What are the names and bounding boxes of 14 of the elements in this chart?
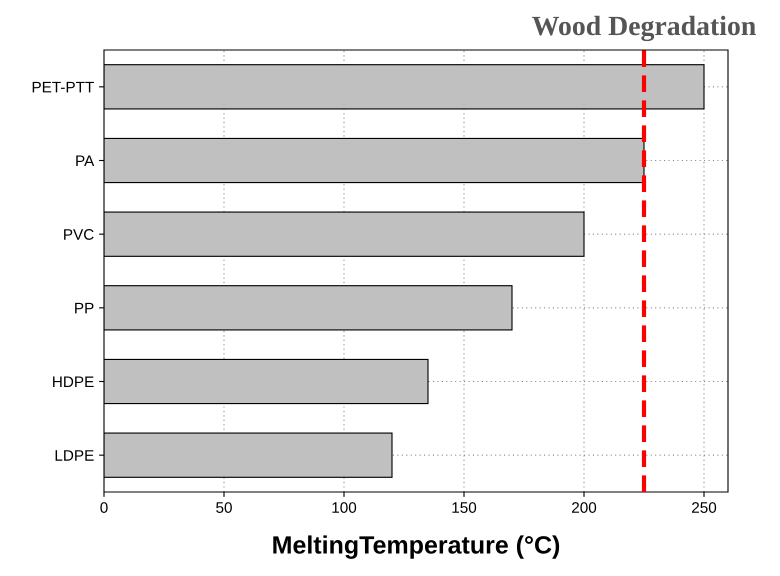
y-tick-label: PP (75, 302, 94, 314)
x-tick-label: 250 (692, 502, 716, 513)
y-tick-label: PVC (64, 229, 94, 240)
ref-line-label: Wood Degradation (532, 16, 756, 42)
x-tick-label: 200 (572, 502, 596, 513)
y-tick-label: PET-PTT (32, 82, 94, 92)
y-tick-label: LDPE (56, 450, 94, 461)
x-tick-label: 50 (216, 502, 232, 513)
x-tick-label: 0 (100, 502, 108, 513)
y-tick-label: HDPE (53, 376, 94, 388)
x-tick-label: 100 (332, 502, 356, 513)
y-tick-label: PA (76, 156, 94, 166)
x-tick-label: 150 (452, 502, 476, 513)
x-axis-title: MeltingTemperature (°C) (273, 535, 560, 559)
